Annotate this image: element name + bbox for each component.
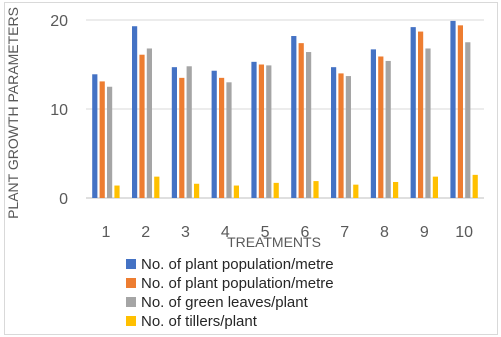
- bar-series-3-treatment-1: [107, 86, 113, 198]
- bar-series-1-treatment-4: [211, 70, 217, 198]
- x-tick-label: 8: [380, 224, 389, 241]
- bar-series-4-treatment-4: [233, 185, 239, 198]
- bar-series-3-treatment-6: [306, 52, 312, 198]
- legend-swatch-1: [126, 259, 136, 269]
- y-tick-label: 10: [50, 102, 68, 119]
- bar-series-3-treatment-2: [146, 48, 152, 199]
- bar-series-1-treatment-3: [171, 67, 177, 198]
- x-tick-label: 6: [300, 224, 309, 241]
- bars: [92, 20, 478, 199]
- bar-series-2-treatment-6: [298, 43, 304, 198]
- bar-series-2-treatment-5: [258, 64, 264, 198]
- legend: No. of plant population/metre No. of plan…: [126, 256, 334, 330]
- y-tick-label: 0: [59, 191, 68, 208]
- legend-label-1: No. of plant population/metre: [141, 256, 334, 273]
- bar-series-3-treatment-8: [385, 60, 391, 198]
- bar-series-2-treatment-1: [99, 81, 105, 198]
- bar-series-1-treatment-1: [92, 74, 98, 198]
- legend-swatch-4: [126, 316, 136, 326]
- x-tick-label: 9: [420, 224, 429, 241]
- bar-series-3-treatment-9: [425, 48, 431, 199]
- y-tick-labels: 0 10 20: [50, 13, 68, 208]
- gridlines: [86, 19, 484, 199]
- bar-series-3-treatment-7: [345, 76, 351, 198]
- x-axis-title: TREATMENTS: [227, 234, 321, 250]
- bar-series-1-treatment-5: [251, 61, 257, 198]
- bar-series-2-treatment-2: [139, 54, 145, 199]
- bar-series-4-treatment-3: [194, 183, 200, 198]
- bar-series-2-treatment-8: [378, 56, 384, 198]
- x-tick-label: 10: [455, 224, 473, 241]
- bar-series-1-treatment-2: [132, 26, 138, 199]
- bar-series-2-treatment-7: [338, 73, 344, 198]
- bar-series-4-treatment-5: [273, 182, 279, 198]
- bar-series-4-treatment-1: [114, 185, 120, 198]
- x-tick-label: 5: [261, 224, 270, 241]
- y-axis-title: PLANT GROWTH PARAMETERS: [5, 7, 21, 219]
- legend-swatch-2: [126, 278, 136, 288]
- legend-swatch-3: [126, 297, 136, 307]
- y-tick-label: 20: [50, 13, 68, 30]
- bar-series-2-treatment-10: [457, 25, 463, 199]
- x-tick-label: 1: [101, 224, 110, 241]
- legend-label-2: No. of plant population/metre: [141, 275, 334, 292]
- bar-series-3-treatment-10: [465, 42, 471, 198]
- bar-series-4-treatment-7: [353, 184, 359, 198]
- bar-series-1-treatment-6: [291, 36, 297, 198]
- bar-series-3-treatment-5: [266, 65, 272, 198]
- bar-series-3-treatment-3: [186, 66, 192, 198]
- bar-series-1-treatment-7: [331, 67, 337, 198]
- x-tick-label: 4: [221, 224, 230, 241]
- x-tick-label: 2: [141, 224, 150, 241]
- bar-series-2-treatment-4: [219, 77, 225, 198]
- bar-series-4-treatment-2: [154, 176, 160, 198]
- bar-series-4-treatment-10: [472, 174, 478, 198]
- legend-label-3: No. of green leaves/plant: [141, 294, 309, 311]
- bar-series-1-treatment-8: [370, 49, 376, 199]
- x-tick-label: 3: [181, 224, 190, 241]
- bar-series-4-treatment-8: [393, 181, 399, 198]
- legend-label-4: No. of tillers/plant: [141, 313, 258, 330]
- x-tick-label: 7: [340, 224, 349, 241]
- bar-series-2-treatment-9: [418, 31, 424, 198]
- x-tick-labels: 1 2 3 4 5 6 7 8 9 10: [101, 224, 473, 241]
- bar-series-1-treatment-9: [410, 27, 416, 199]
- bar-series-1-treatment-10: [450, 20, 456, 198]
- bar-series-4-treatment-6: [313, 181, 319, 198]
- bar-series-3-treatment-4: [226, 82, 232, 198]
- bar-series-2-treatment-3: [179, 77, 185, 198]
- bar-series-4-treatment-9: [432, 176, 438, 198]
